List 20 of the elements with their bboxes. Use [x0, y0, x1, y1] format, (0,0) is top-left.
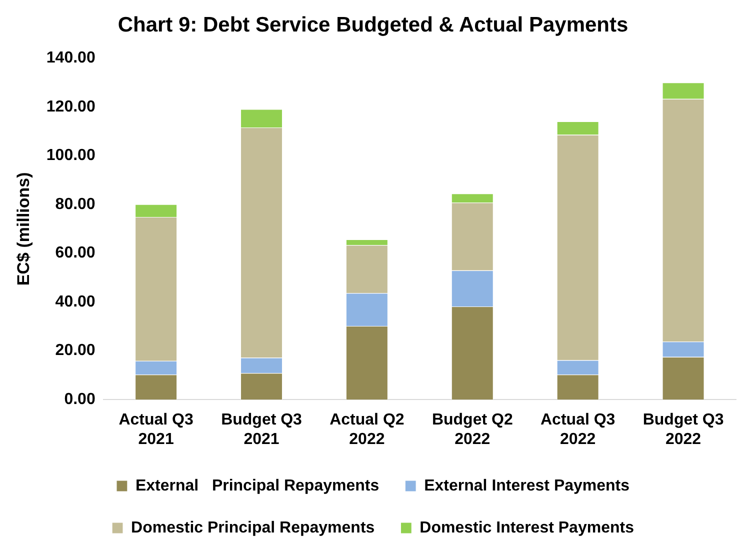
- x-tick-label: Actual Q3 2022: [540, 412, 616, 448]
- x-tick-label: Budget Q3 2021: [221, 412, 302, 448]
- y-tick-label: 60.00: [55, 244, 96, 262]
- y-tick-label: 120.00: [46, 98, 96, 116]
- legend-label: Domestic Interest Payments: [420, 519, 634, 536]
- legend-label: External Principal Repayments: [135, 477, 380, 494]
- x-tick-label: Budget Q3 2022: [642, 412, 724, 448]
- y-tick-label: 40.00: [55, 293, 96, 310]
- x-tick-label: Actual Q2 2022: [330, 412, 404, 448]
- y-tick-label: 100.00: [46, 147, 96, 164]
- x-tick-label: Actual Q3 2021: [118, 412, 194, 448]
- chart-title: Chart 9: Debt Service Budgeted & Actual Payments: [118, 13, 628, 36]
- x-tick-label: Budget Q2 2022: [432, 412, 513, 448]
- y-tick-label: 20.00: [55, 342, 96, 360]
- y-axis-title: EC$ (millions): [14, 172, 33, 286]
- legend-label: External Interest Payments: [424, 477, 630, 494]
- y-tick-label: 140.00: [46, 50, 96, 67]
- y-tick-label: 80.00: [55, 196, 96, 213]
- legend-label: Domestic Principal Repayments: [131, 519, 375, 536]
- y-tick-label: 0.00: [64, 391, 96, 408]
